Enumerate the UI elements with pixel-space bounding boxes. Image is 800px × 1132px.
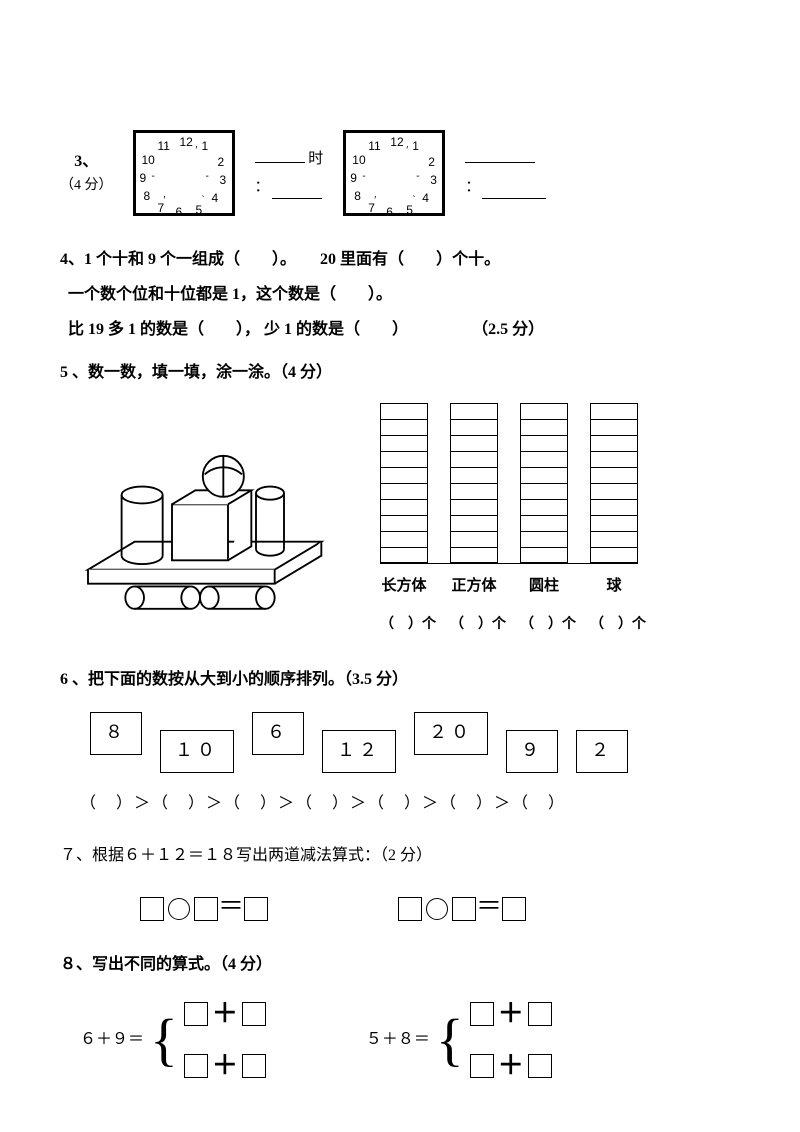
q8-left: ６＋９＝ { ＋ ＋ [80,993,266,1086]
q8-expr[interactable]: ＋ [184,1045,266,1087]
question-4: 4、1 个十和 9 个一组成（ ）。 20 里面有（ ）个十。 一个数个位和十位… [60,242,740,348]
chart-blank-3[interactable]: （ ）个 [520,614,568,636]
numbox: ９ [506,730,558,773]
question-5-title: 5 、数一数，填一填，涂一涂。（4 分） [60,360,740,386]
bar-chart: 长方体 正方体 圆柱 球 （ ）个 （ ）个 （ ）个 （ ）个 [380,403,638,636]
question-8: ６＋９＝ { ＋ ＋ ５＋８＝ { ＋ ＋ [80,993,740,1086]
minute-blank-1[interactable] [272,183,322,199]
question-7-title: ７、根据６＋１２＝１８写出两道减法算式：（2 分） [60,843,740,869]
q8-expr[interactable]: ＋ [184,993,266,1035]
numbox: ６ [252,712,304,755]
q3-number: 3、 [74,149,98,175]
q7-eq-2[interactable]: ＝ [398,886,526,928]
chart-label-2: 正方体 [450,574,498,598]
q7-equations: ＝ ＝ [140,886,740,928]
chart-blank-1[interactable]: （ ）个 [380,614,428,636]
bar-col-3[interactable] [520,403,568,563]
q3-points: （4 分） [60,175,113,197]
clock-1-answer: 时 ： [255,147,324,199]
question-5: 长方体 正方体 圆柱 球 （ ）个 （ ）个 （ ）个 （ ）个 [60,403,740,636]
numbox: ８ [90,712,142,755]
hour-blank-1[interactable] [255,147,305,163]
q7-eq-1[interactable]: ＝ [140,886,268,928]
chart-blank-4[interactable]: （ ）个 [590,614,638,636]
question-6-title: 6 、把下面的数按从大到小的顺序排列。（3.5 分） [60,667,740,693]
numbox: ２ [576,730,628,773]
clock-1: 12 1 2 3 4 5 6 7 8 9 10 11 - - ′ ` ` ′ [133,130,235,216]
numbox: １２ [322,730,396,773]
question-8-title: ８、写出不同的算式。（4 分） [60,952,740,978]
hour-blank-2[interactable] [465,147,535,163]
bar-col-4[interactable] [590,403,638,563]
q6-comparison-blanks[interactable]: （ ）＞（ ）＞（ ）＞（ ）＞（ ）＞（ ）＞（ ） [80,791,740,817]
clock-2-answer: ： [465,147,546,199]
chart-label-3: 圆柱 [520,574,568,598]
q6-number-boxes: ８ １０ ６ １２ ２０ ９ ２ [90,712,740,773]
brace-icon: { [150,1011,178,1069]
question-3: 3、 （4 分） 12 1 2 3 4 5 6 7 8 9 10 11 - - … [60,130,740,216]
chart-blank-2[interactable]: （ ）个 [450,614,498,636]
q8-expr[interactable]: ＋ [470,1045,552,1087]
q8-right: ５＋８＝ { ＋ ＋ [366,993,552,1086]
clock-2: 12 1 2 3 4 5 6 7 8 9 10 11 - - ′ ` ` ′ [343,130,445,216]
shapes-drawing [60,437,340,637]
brace-icon: { [436,1011,464,1069]
numbox: ２０ [414,712,488,755]
minute-blank-2[interactable] [482,183,546,199]
chart-label-1: 长方体 [380,574,428,598]
bar-col-2[interactable] [450,403,498,563]
numbox: １０ [160,730,234,773]
chart-label-4: 球 [590,574,638,598]
bar-col-1[interactable] [380,403,428,563]
q8-expr[interactable]: ＋ [470,993,552,1035]
q3-label: 3、 （4 分） [60,149,113,197]
